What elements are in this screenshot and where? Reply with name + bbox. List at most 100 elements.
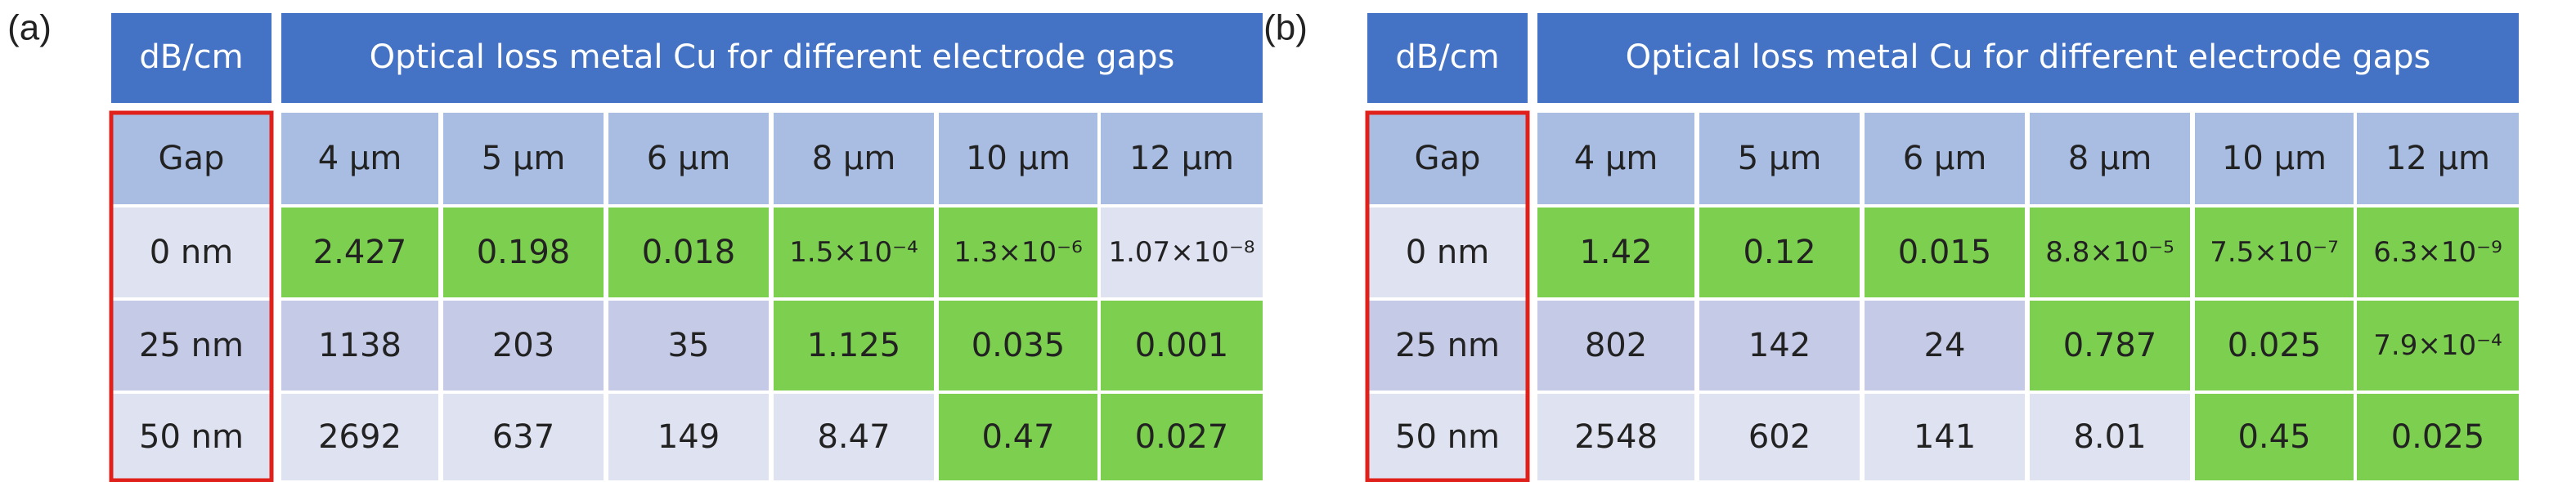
header-text: 8 µm [2068,140,2152,177]
cell-text: 1.125 [807,327,901,364]
cell-text: 8.8×10⁻⁵ [2045,236,2174,269]
table-cell [2357,394,2519,480]
table-cell [2030,208,2190,297]
cell-text: 0.45 [2237,418,2310,456]
table-cell [2195,208,2354,297]
row-label-cell [1367,301,1528,391]
header-text: 5 µm [1738,140,1822,177]
corner-cell [1367,13,1528,103]
header-text: 6 µm [1903,140,1987,177]
header-text: 8 µm [812,140,896,177]
row-label: 25 nm [1395,327,1500,364]
cell-text: 7.9×10⁻⁴ [2373,329,2502,362]
header-cell [443,113,604,204]
header-text: 10 µm [966,140,1070,177]
cell-text: 0.015 [1898,234,1992,271]
table-cell [1537,208,1694,297]
row-label: 0 nm [1406,234,1489,271]
cell-text: 8.47 [817,418,890,456]
table-cell [774,301,934,391]
cell-text: 35 [668,327,710,364]
cell-text: 0.001 [1135,327,1229,364]
header-cell [608,113,769,204]
table-cell [608,208,769,297]
row-label-cell [111,208,272,297]
cell-text: 637 [492,418,554,456]
table-cell [2357,208,2519,297]
cell-text: 0.198 [477,234,571,271]
cell-text: 1138 [318,327,402,364]
table-cell [2195,301,2354,391]
table-cell [443,301,604,391]
table-cell [1865,301,2025,391]
header-text: 4 µm [1574,140,1658,177]
cell-text: 2.427 [313,234,407,271]
table-cell [939,208,1097,297]
header-cell [111,113,272,204]
row-label-cell [111,301,272,391]
table-cell [443,208,604,297]
table-cell [1699,394,1860,480]
row-label: 50 nm [1395,418,1500,456]
header-cell [2195,113,2354,204]
table-cell [2357,301,2519,391]
table-cell [1101,394,1263,480]
header-text: 6 µm [647,140,731,177]
table-title: Optical loss metal Cu for different elec… [370,38,1175,76]
header-text: 12 µm [2385,140,2490,177]
cell-text: 1.07×10⁻⁸ [1108,236,1254,269]
panel-label: (b) [1263,8,1308,48]
table-cell [281,394,438,480]
row-label: 50 nm [139,418,244,456]
table-cell [1865,394,2025,480]
cell-text: 8.01 [2073,418,2146,456]
row-label-cell [1367,208,1528,297]
header-text: 12 µm [1129,140,1234,177]
header-cell [1699,113,1860,204]
cell-text: 24 [1924,327,1966,364]
corner-text: dB/cm [1395,38,1499,76]
corner-text: dB/cm [139,38,243,76]
cell-text: 0.027 [1135,418,1229,456]
corner-cell [111,13,272,103]
cell-text: 141 [1914,418,1976,456]
table-cell [1101,208,1263,297]
table-cell [2030,301,2190,391]
table-cell [939,301,1097,391]
table-cell [608,301,769,391]
header-cell [1865,113,2025,204]
table-cell [608,394,769,480]
header-text: 4 µm [318,140,402,177]
cell-text: 142 [1748,327,1811,364]
table-cell [1699,208,1860,297]
header-cell [1537,113,1694,204]
header-cell [774,113,934,204]
title-cell [281,13,1263,103]
table-cell [1537,301,1694,391]
row-label-cell [111,394,272,480]
table-cell [1537,394,1694,480]
cell-text: 0.47 [981,418,1054,456]
cell-text: 0.025 [2391,418,2485,456]
header-cell [2030,113,2190,204]
header-cell [2357,113,2519,204]
row-label-cell [1367,394,1528,480]
highlight-box [109,110,274,482]
table-cell [443,394,604,480]
cell-text: 1.42 [1579,234,1652,271]
cell-text: 7.5×10⁻⁷ [2210,236,2338,269]
cell-text: 2548 [1574,418,1658,456]
row-label: 0 nm [150,234,233,271]
highlight-box [1365,110,1530,482]
cell-text: 149 [657,418,720,456]
cell-text: 0.018 [642,234,736,271]
title-cell [1537,13,2519,103]
table-cell [939,394,1097,480]
header-text: Gap [1415,140,1481,177]
panel-label: (a) [7,8,52,48]
cell-text: 0.787 [2063,327,2157,364]
header-text: Gap [159,140,225,177]
cell-text: 6.3×10⁻⁹ [2373,236,2502,269]
table-cell [2030,394,2190,480]
table-cell [774,394,934,480]
